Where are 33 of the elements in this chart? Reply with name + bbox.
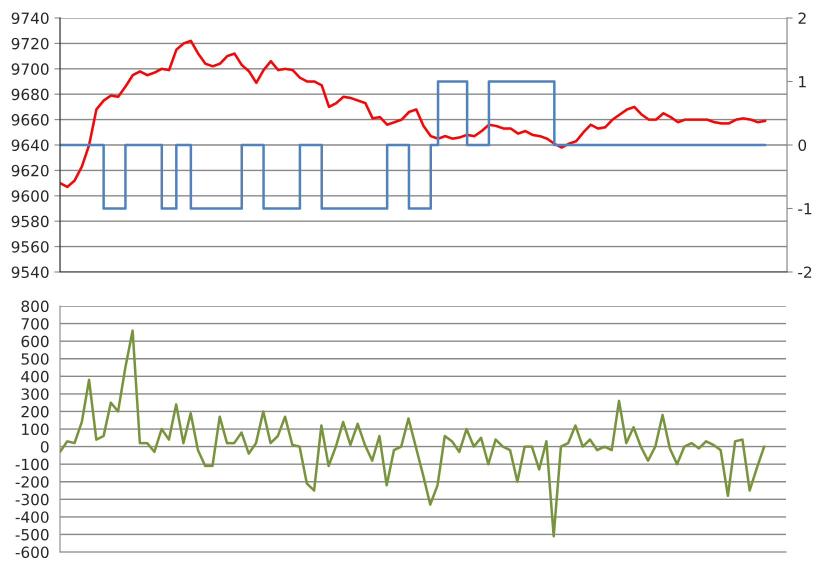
line-series <box>60 329 766 538</box>
line-series <box>60 40 766 188</box>
y-tick-label: 9740 <box>12 12 49 24</box>
y-tick-label: -200 <box>16 476 49 488</box>
y-tick-label: 9540 <box>12 266 49 278</box>
y2-tick-label: -1 <box>798 203 812 214</box>
y-tick-label: 9660 <box>12 114 49 126</box>
y-tick-label: 9700 <box>12 63 49 75</box>
y-tick-label: -600 <box>16 546 49 558</box>
y-tick-label: 9560 <box>12 241 49 253</box>
y-tick-label: -100 <box>16 458 49 470</box>
y-tick-label: 9600 <box>12 190 49 202</box>
y-tick-label: -300 <box>16 494 49 506</box>
y-tick-label: 500 <box>22 353 49 365</box>
y-tick-label: 0 <box>40 441 49 453</box>
y-tick-label: 9620 <box>12 164 49 176</box>
y-tick-label: 700 <box>22 318 49 330</box>
y-tick-label: 600 <box>22 336 49 348</box>
y-tick-label: -400 <box>16 511 49 523</box>
y2-tick-label: -2 <box>798 266 812 278</box>
y-tick-label: -500 <box>16 528 49 540</box>
y2-tick-label: 0 <box>798 139 806 152</box>
y-tick-label: 400 <box>21 370 49 382</box>
y2-tick-label: 2 <box>798 12 806 24</box>
y-tick-label: 9720 <box>12 38 49 50</box>
y2-tick-label: 1 <box>799 76 806 88</box>
y-tick-label: 300 <box>22 388 49 400</box>
y-tick-label: 9580 <box>12 216 49 228</box>
y-tick-label: 800 <box>21 300 49 312</box>
y-tick-label: 9680 <box>12 88 49 100</box>
y-tick-label: 9640 <box>12 139 49 152</box>
y-tick-label: 200 <box>22 406 49 418</box>
y-tick-label: 100 <box>22 424 49 436</box>
